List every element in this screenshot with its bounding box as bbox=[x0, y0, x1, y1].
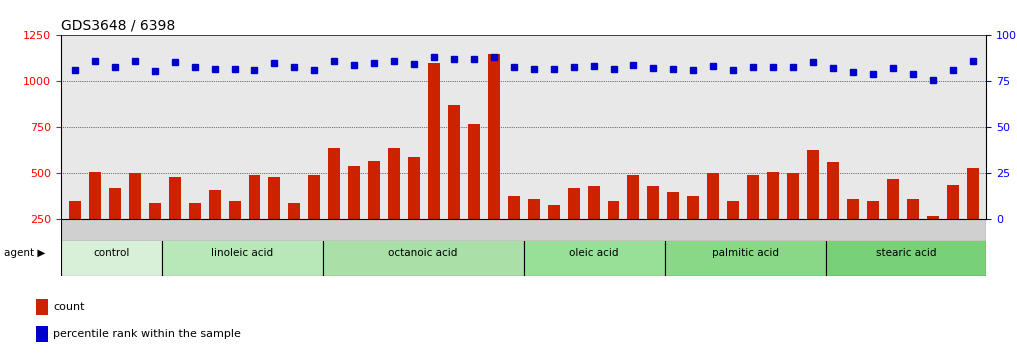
FancyBboxPatch shape bbox=[61, 230, 162, 276]
Text: agent ▶: agent ▶ bbox=[4, 248, 45, 258]
Bar bbox=[787, 173, 799, 266]
Bar bbox=[747, 175, 759, 266]
Bar bbox=[866, 201, 879, 266]
Bar bbox=[847, 199, 858, 266]
Bar bbox=[667, 192, 679, 266]
Bar bbox=[36, 326, 49, 342]
Text: linoleic acid: linoleic acid bbox=[212, 248, 274, 258]
FancyBboxPatch shape bbox=[524, 230, 664, 276]
Bar bbox=[907, 199, 918, 266]
Bar bbox=[348, 166, 360, 266]
Bar bbox=[947, 184, 959, 266]
Bar bbox=[447, 105, 460, 266]
Bar bbox=[368, 161, 380, 266]
Bar bbox=[408, 157, 420, 266]
Bar bbox=[627, 175, 640, 266]
Bar bbox=[148, 203, 161, 266]
Bar bbox=[567, 188, 580, 266]
Text: stearic acid: stearic acid bbox=[876, 248, 937, 258]
Bar bbox=[88, 172, 101, 266]
Bar bbox=[806, 149, 819, 266]
Bar bbox=[169, 177, 181, 266]
Bar bbox=[727, 201, 739, 266]
Bar bbox=[129, 173, 140, 266]
Bar bbox=[827, 162, 839, 266]
FancyBboxPatch shape bbox=[664, 230, 826, 276]
FancyBboxPatch shape bbox=[826, 230, 986, 276]
Bar bbox=[328, 148, 341, 266]
Bar bbox=[109, 188, 121, 266]
FancyBboxPatch shape bbox=[322, 230, 524, 276]
Bar bbox=[208, 190, 221, 266]
Bar bbox=[268, 177, 281, 266]
Bar bbox=[189, 203, 200, 266]
Bar bbox=[548, 205, 559, 266]
Bar bbox=[687, 195, 700, 266]
Text: GDS3648 / 6398: GDS3648 / 6398 bbox=[61, 19, 175, 33]
Text: oleic acid: oleic acid bbox=[570, 248, 619, 258]
Bar bbox=[887, 179, 899, 266]
Bar bbox=[36, 299, 49, 315]
Text: palmitic acid: palmitic acid bbox=[712, 248, 779, 258]
Bar bbox=[966, 168, 978, 266]
Bar bbox=[69, 201, 81, 266]
Bar bbox=[707, 173, 719, 266]
Bar bbox=[468, 124, 480, 266]
Bar bbox=[289, 203, 300, 266]
Bar bbox=[607, 201, 619, 266]
Bar bbox=[588, 186, 600, 266]
Bar bbox=[388, 148, 400, 266]
Bar bbox=[528, 199, 540, 266]
Bar bbox=[926, 216, 939, 266]
FancyBboxPatch shape bbox=[61, 219, 986, 241]
Bar bbox=[488, 54, 499, 266]
Bar bbox=[248, 175, 260, 266]
Bar bbox=[767, 172, 779, 266]
Bar bbox=[507, 195, 520, 266]
Text: octanoic acid: octanoic acid bbox=[388, 248, 458, 258]
Bar bbox=[308, 175, 320, 266]
Text: percentile rank within the sample: percentile rank within the sample bbox=[53, 329, 241, 339]
Text: control: control bbox=[94, 248, 129, 258]
FancyBboxPatch shape bbox=[162, 230, 322, 276]
Bar bbox=[648, 186, 659, 266]
Bar bbox=[229, 201, 241, 266]
Bar bbox=[428, 63, 440, 266]
Text: count: count bbox=[53, 302, 84, 312]
